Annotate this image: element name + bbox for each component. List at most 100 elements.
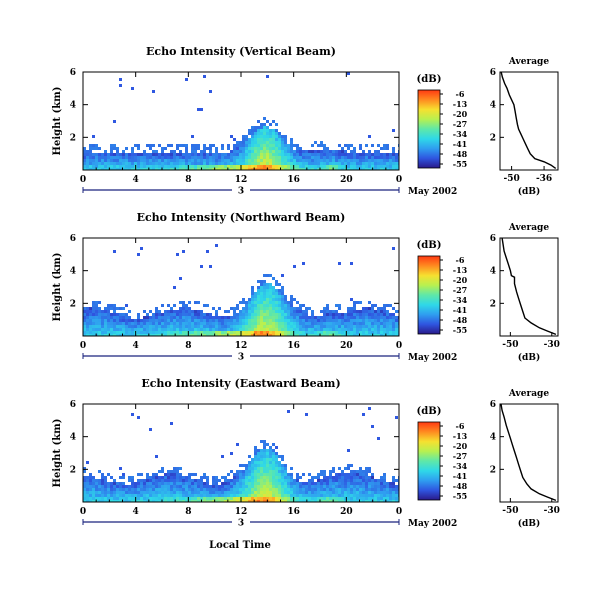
colorbar-label: (dB): [417, 74, 442, 85]
heatmap-y-tick: 2: [70, 299, 76, 309]
heatmap-y-label: Height (km): [52, 253, 63, 322]
heatmap-x-tick: 0: [396, 175, 402, 185]
heatmap-y-tick: 4: [70, 101, 76, 111]
heatmap-y-tick: 2: [70, 133, 76, 143]
average-x-tick: -36: [536, 174, 552, 184]
average-frame: [499, 403, 559, 503]
average-profile-line: [500, 71, 557, 169]
average-frame: [499, 237, 559, 337]
colorbar-tick: -55: [453, 159, 467, 169]
average-x-tick: -50: [503, 174, 519, 184]
heatmap-x-tick: 0: [396, 341, 402, 351]
panel-title: Echo Intensity (Vertical Beam): [146, 45, 336, 58]
heatmap-x-tick: 0: [396, 507, 402, 517]
heatmap-x-tick: 16: [287, 341, 300, 351]
heatmap-x-tick: 8: [185, 175, 191, 185]
average-y-tick: 4: [490, 267, 496, 277]
average-y-tick: 6: [490, 400, 496, 410]
colorbar-tick: -13: [453, 431, 468, 441]
colorbar-tick: -55: [453, 491, 467, 501]
colorbar-tick: -13: [453, 99, 468, 109]
average-profile-line: [501, 237, 557, 336]
heatmap-x-tick: 4: [133, 507, 139, 517]
heatmap-x-tick: 12: [235, 175, 248, 185]
colorbar-tick: -41: [453, 139, 467, 149]
colorbar-tick: -27: [453, 119, 467, 129]
average-y-tick: 4: [490, 101, 496, 111]
average-x-tick: -50: [502, 506, 518, 516]
heatmap-y-label: Height (km): [52, 87, 63, 156]
colorbar: [417, 89, 441, 169]
heatmap-image: [83, 407, 399, 502]
colorbar: [417, 421, 441, 501]
colorbar-tick: -20: [453, 109, 468, 119]
colorbar-tick: -48: [453, 315, 468, 325]
colorbar-tick: -34: [453, 129, 468, 139]
average-profile-line: [500, 403, 557, 502]
colorbar-tick: -20: [453, 441, 468, 451]
x-axis-label: Local Time: [209, 540, 271, 551]
heatmap-y-tick: 2: [70, 465, 76, 475]
average-y-tick: 6: [490, 234, 496, 244]
colorbar-tick: -27: [453, 451, 467, 461]
heatmap-x-tick: 4: [133, 175, 139, 185]
average-y-tick: 2: [490, 299, 496, 309]
day-label: 3: [238, 187, 244, 197]
average-x-tick: -50: [502, 340, 518, 350]
average-y-tick: 4: [490, 433, 496, 443]
colorbar-tick: -34: [453, 461, 468, 471]
average-title: Average: [508, 223, 549, 233]
heatmap-x-tick: 0: [80, 341, 86, 351]
panel-0: Echo Intensity (Vertical Beam) 0 4 8 12 16 20 0…: [52, 45, 559, 197]
heatmap-x-tick: 0: [80, 175, 86, 185]
heatmap-y-tick: 6: [70, 400, 76, 410]
heatmap-y-label: Height (km): [52, 419, 63, 488]
heatmap-x-tick: 16: [287, 507, 300, 517]
heatmap-x-tick: 8: [185, 507, 191, 517]
heatmap-x-tick: 8: [185, 341, 191, 351]
average-title: Average: [508, 57, 549, 67]
colorbar-tick: -13: [453, 265, 468, 275]
heatmap-x-tick: 16: [287, 175, 300, 185]
average-x-label: (dB): [518, 186, 540, 197]
colorbar-tick: -6: [456, 421, 465, 431]
panel-2: Echo Intensity (Eastward Beam) 0 4 8 12 16 20 0…: [52, 377, 560, 529]
average-frame: [499, 71, 559, 171]
average-y-tick: 2: [490, 465, 496, 475]
heatmap-y-tick: 4: [70, 433, 76, 443]
colorbar-tick: -6: [456, 89, 465, 99]
colorbar-tick: -27: [453, 285, 467, 295]
colorbar-label: (dB): [417, 406, 442, 417]
heatmap-y-tick: 4: [70, 267, 76, 277]
heatmap-image: [83, 244, 399, 336]
heatmap-x-tick: 12: [235, 507, 248, 517]
heatmap-x-tick: 12: [235, 341, 248, 351]
colorbar-tick: -48: [453, 481, 468, 491]
panel-title: Echo Intensity (Northward Beam): [137, 211, 346, 224]
day-label: 3: [238, 519, 244, 529]
heatmap-image: [83, 72, 399, 170]
average-y-tick: 6: [490, 68, 496, 78]
average-title: Average: [508, 389, 549, 399]
heatmap-x-tick: 20: [340, 507, 353, 517]
day-label: 3: [238, 353, 244, 363]
colorbar-tick: -41: [453, 305, 467, 315]
heatmap-y-tick: 6: [70, 68, 76, 78]
date-label: May 2002: [408, 187, 457, 197]
average-x-label: (dB): [518, 518, 540, 529]
colorbar-tick: -55: [453, 325, 467, 335]
colorbar: [417, 255, 441, 335]
average-x-label: (dB): [518, 352, 540, 363]
heatmap-x-tick: 4: [133, 341, 139, 351]
colorbar-tick: -6: [456, 255, 465, 265]
panel-title: Echo Intensity (Eastward Beam): [141, 377, 340, 390]
panel-1: Echo Intensity (Northward Beam)0 4 8 12 16 20…: [52, 211, 560, 363]
date-label: May 2002: [408, 353, 457, 363]
colorbar-tick: -48: [453, 149, 468, 159]
heatmap-x-tick: 20: [340, 175, 353, 185]
heatmap-x-tick: 20: [340, 341, 353, 351]
heatmap-y-tick: 6: [70, 234, 76, 244]
average-x-tick: -30: [544, 506, 560, 516]
colorbar-tick: -20: [453, 275, 468, 285]
average-y-tick: 2: [490, 133, 496, 143]
